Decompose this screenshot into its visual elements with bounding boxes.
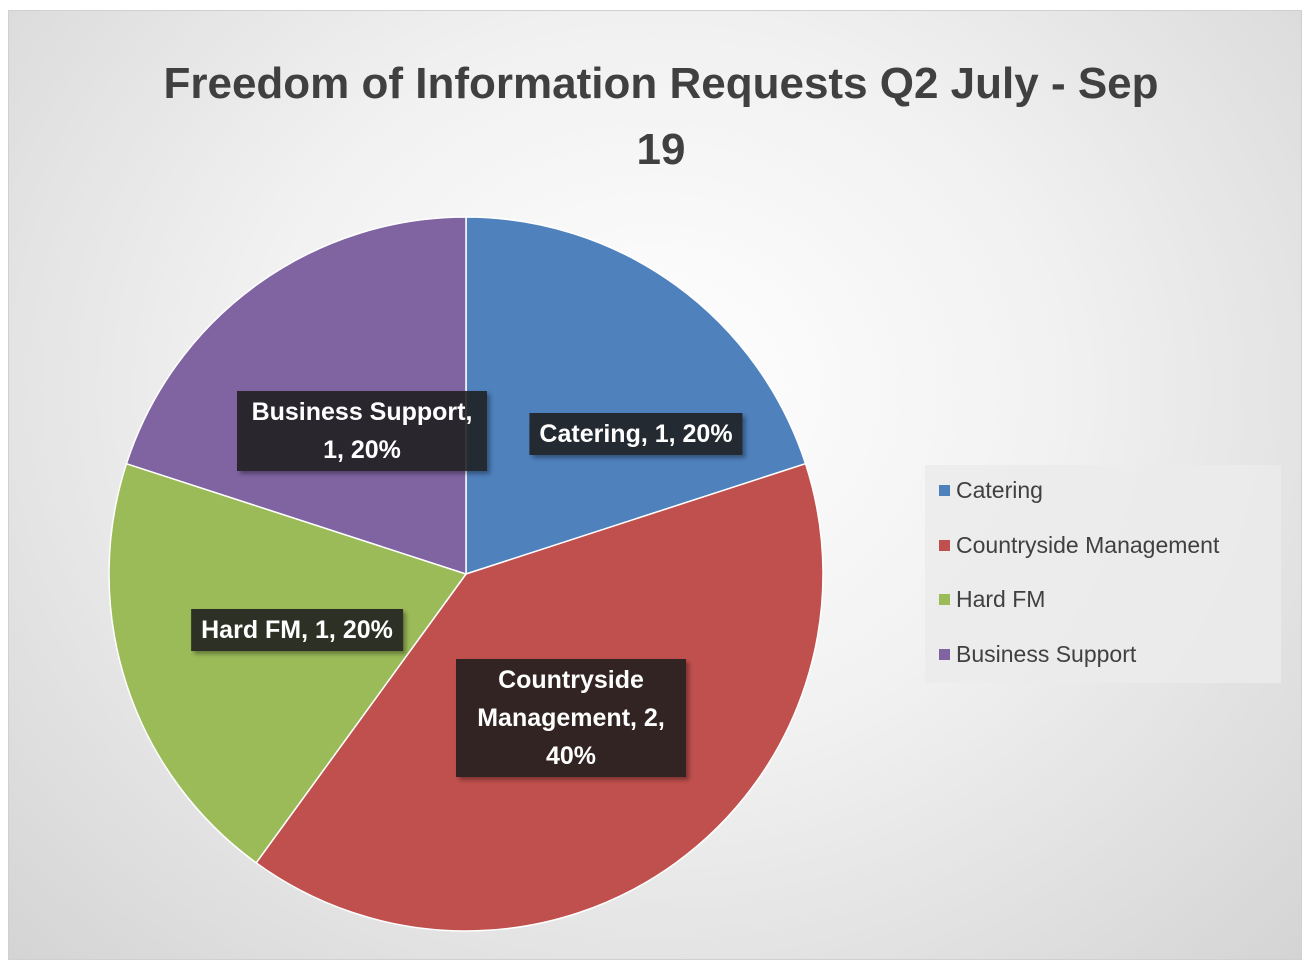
- data-label: Countryside Management, 2, 40%: [456, 659, 686, 777]
- chart-title: Freedom of Information Requests Q2 July …: [163, 59, 1159, 174]
- legend: Catering Countryside Management Hard FM Bus…: [925, 465, 1281, 683]
- legend-swatch: [939, 539, 950, 551]
- pie-slice: [465, 216, 807, 576]
- legend-item: Business Support: [939, 641, 1136, 668]
- pie-slice: [108, 462, 468, 864]
- legend-label: Countryside Management: [956, 531, 1220, 558]
- legend-item: Countryside Management: [939, 532, 1219, 559]
- data-label: Business Support, 1, 20%: [237, 391, 487, 471]
- legend-label: Catering: [956, 477, 1043, 503]
- legend-swatch: [939, 485, 950, 496]
- legend-item: Hard FM: [939, 586, 1045, 613]
- legend-label: Business Support: [956, 640, 1137, 667]
- legend-item: Catering: [939, 477, 1043, 504]
- legend-label: Hard FM: [956, 586, 1046, 612]
- data-label: Catering, 1, 20%: [529, 413, 743, 455]
- data-label: Hard FM, 1, 20%: [191, 609, 403, 651]
- legend-swatch: [939, 594, 950, 605]
- legend-swatch: [939, 648, 950, 660]
